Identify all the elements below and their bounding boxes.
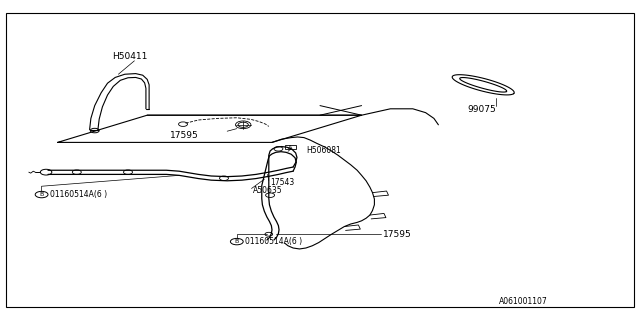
Text: 17595: 17595	[383, 230, 412, 239]
Text: H50411: H50411	[112, 52, 147, 60]
Text: B: B	[235, 239, 239, 244]
Text: A50635: A50635	[253, 186, 282, 195]
Text: B: B	[40, 192, 44, 197]
Text: 01160514A(6 ): 01160514A(6 )	[245, 237, 302, 246]
Bar	[285, 145, 296, 149]
Text: A061001107: A061001107	[499, 297, 548, 306]
Text: A: A	[289, 145, 292, 149]
Text: 99075: 99075	[467, 105, 496, 114]
Text: 01160514A(6 ): 01160514A(6 )	[50, 190, 107, 199]
Text: 17543: 17543	[270, 178, 294, 187]
Text: H506081: H506081	[306, 146, 340, 155]
Text: 17595: 17595	[170, 131, 198, 140]
